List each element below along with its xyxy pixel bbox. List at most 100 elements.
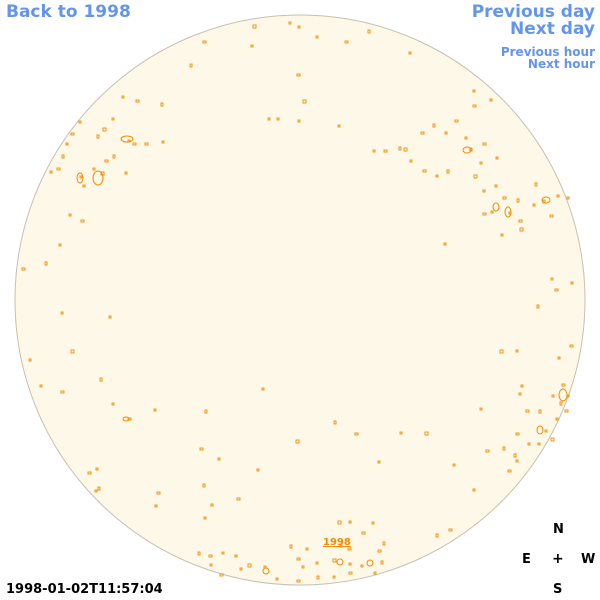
- active-region-mark: [372, 149, 376, 153]
- active-region-mark: [261, 387, 265, 391]
- active-region-mark: [515, 459, 519, 463]
- next-day-link[interactable]: Next day: [510, 19, 595, 39]
- active-region-mark: [104, 159, 109, 163]
- active-region-mark: [288, 21, 292, 25]
- active-region-mark: [236, 497, 241, 501]
- active-region-mark: [197, 551, 201, 556]
- active-region-contour: [462, 146, 472, 154]
- active-region-contour: [120, 135, 134, 143]
- active-region-mark: [44, 261, 48, 266]
- active-region-mark: [132, 142, 137, 146]
- active-region-mark: [49, 170, 53, 174]
- active-region-mark: [502, 446, 506, 451]
- active-region-mark: [247, 563, 252, 568]
- active-region-mark: [482, 142, 487, 146]
- year-label-link[interactable]: 1998: [323, 537, 351, 548]
- active-region-mark: [124, 171, 128, 175]
- active-region-mark: [275, 577, 279, 581]
- previous-hour-link[interactable]: Previous hour: [500, 45, 595, 59]
- active-region-mark: [315, 561, 319, 565]
- compass-south: S: [553, 582, 563, 597]
- active-region-mark: [564, 409, 569, 413]
- active-region-mark: [432, 123, 436, 128]
- active-region-mark: [347, 547, 352, 551]
- active-region-mark: [420, 131, 425, 135]
- active-region-mark: [472, 89, 476, 93]
- active-region-mark: [472, 488, 476, 492]
- active-region-mark: [337, 520, 342, 525]
- active-region-mark: [444, 131, 448, 135]
- active-region-mark: [561, 383, 566, 387]
- active-region-mark: [70, 349, 75, 354]
- active-region-mark: [332, 558, 337, 563]
- active-region-mark: [494, 184, 498, 188]
- active-region-mark: [305, 547, 309, 551]
- active-region-mark: [315, 35, 319, 39]
- active-region-mark: [516, 198, 520, 203]
- active-region-mark: [344, 40, 349, 44]
- sun-disk: [14, 14, 586, 586]
- observation-timestamp: 1998-01-02T11:57:04: [6, 582, 163, 597]
- active-region-mark: [39, 384, 43, 388]
- active-region-mark: [221, 551, 225, 555]
- active-region-mark: [556, 194, 560, 198]
- active-region-mark: [70, 132, 75, 136]
- active-region-mark: [68, 213, 72, 217]
- previous-day-link[interactable]: Previous day: [471, 2, 595, 22]
- active-region-mark: [472, 104, 477, 108]
- active-region-mark: [380, 560, 384, 565]
- active-region-mark: [153, 408, 157, 412]
- active-region-contour: [262, 567, 270, 575]
- active-region-mark: [520, 384, 524, 388]
- active-region-mark: [189, 63, 193, 68]
- active-region-mark: [121, 95, 125, 99]
- active-region-mark: [549, 214, 554, 218]
- active-region-mark: [333, 420, 337, 425]
- active-region-mark: [208, 554, 213, 558]
- active-region-contour: [366, 559, 374, 567]
- active-region-mark: [532, 203, 536, 207]
- active-region-mark: [570, 281, 574, 285]
- active-region-mark: [99, 377, 103, 382]
- active-region-mark: [58, 243, 62, 247]
- active-region-mark: [160, 102, 164, 107]
- active-region-mark: [339, 544, 343, 548]
- active-region-mark: [135, 99, 140, 103]
- next-hour-link[interactable]: Next hour: [527, 57, 595, 71]
- active-region-mark: [296, 579, 301, 583]
- active-region-mark: [534, 182, 538, 187]
- active-region-mark: [566, 196, 570, 200]
- active-region-mark: [519, 227, 524, 232]
- active-region-contour: [336, 558, 344, 566]
- active-region-mark: [112, 154, 116, 159]
- active-region-mark: [448, 528, 453, 532]
- active-region-mark: [424, 431, 429, 436]
- active-region-mark: [443, 242, 447, 246]
- active-region-mark: [367, 29, 371, 34]
- active-region-mark: [111, 402, 115, 406]
- active-region-mark: [551, 394, 555, 398]
- active-region-mark: [473, 174, 478, 179]
- active-region-mark: [513, 453, 517, 458]
- active-region-mark: [301, 565, 305, 569]
- active-region-mark: [485, 449, 490, 453]
- active-region-mark: [507, 469, 512, 473]
- compass-east: E: [522, 552, 531, 567]
- active-region-mark: [102, 127, 107, 132]
- active-region-contours: [21, 21, 574, 583]
- active-region-mark: [60, 390, 65, 394]
- active-region-mark: [210, 503, 214, 507]
- active-region-mark: [96, 134, 100, 139]
- back-to-year-link[interactable]: Back to 1998: [6, 2, 131, 22]
- active-region-mark: [490, 210, 494, 214]
- active-region-mark: [371, 521, 375, 525]
- active-region-mark: [82, 184, 86, 188]
- active-region-mark: [348, 562, 352, 566]
- active-region-mark: [482, 212, 487, 216]
- active-region-mark: [361, 531, 366, 535]
- active-region-mark: [525, 409, 530, 413]
- active-region-mark: [489, 98, 493, 102]
- active-region-mark: [60, 311, 64, 315]
- compass-west: W: [581, 552, 596, 567]
